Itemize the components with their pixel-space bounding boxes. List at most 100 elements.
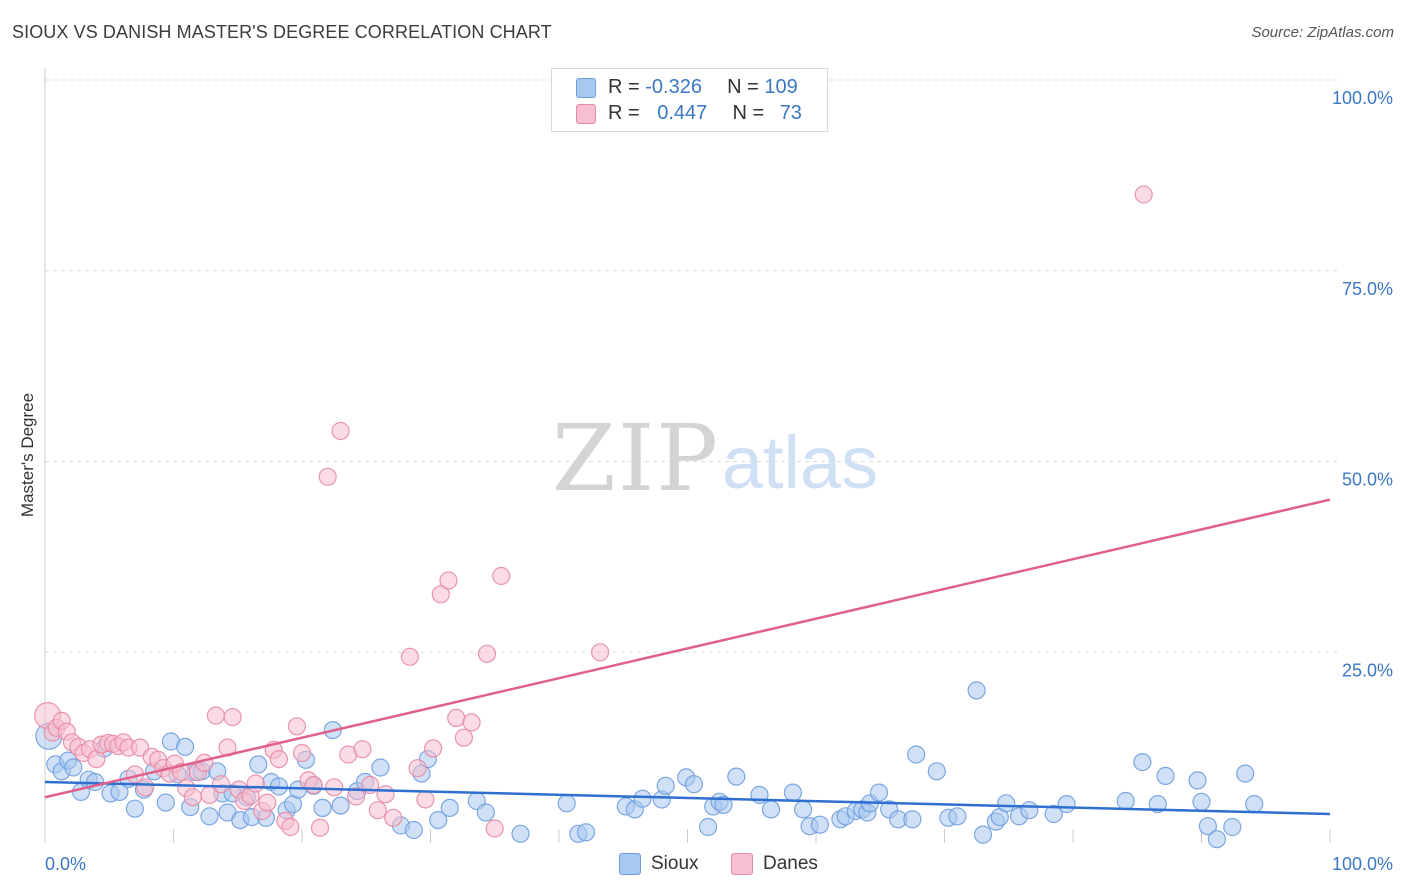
- point-danes: [136, 778, 155, 797]
- point-sioux: [1057, 794, 1076, 814]
- point-sioux: [714, 795, 733, 815]
- correlation-legend: R = -0.326 N = 109 R = 0.447 N = 73: [551, 68, 828, 132]
- point-sioux: [200, 807, 219, 826]
- point-sioux: [656, 776, 675, 795]
- point-sioux: [1236, 764, 1255, 783]
- point-sioux: [967, 681, 986, 700]
- point-danes: [246, 774, 265, 793]
- point-sioux: [1116, 791, 1135, 811]
- point-danes: [416, 790, 435, 809]
- point-danes: [318, 467, 337, 486]
- y-axis-title: Master's Degree: [18, 393, 37, 517]
- point-sioux: [1207, 830, 1227, 849]
- point-sioux: [176, 737, 195, 757]
- y-tick-labels: 25.0% 50.0% 75.0% 100.0%: [1332, 88, 1393, 680]
- point-danes: [590, 643, 610, 662]
- point-sioux: [869, 783, 889, 802]
- point-sioux: [371, 758, 390, 777]
- legend-n-value: 73: [779, 102, 802, 124]
- point-sioux: [1188, 771, 1207, 790]
- point-danes: [376, 785, 395, 804]
- point-danes: [211, 775, 231, 794]
- point-sioux: [1198, 817, 1218, 836]
- x-tick-label: 0.0%: [45, 854, 86, 874]
- point-danes: [183, 788, 202, 807]
- point-danes: [281, 817, 300, 837]
- legend-swatch-danes: [731, 853, 753, 875]
- point-danes: [368, 801, 387, 820]
- point-sioux: [404, 820, 423, 840]
- point-sioux: [156, 793, 175, 812]
- point-danes: [304, 775, 323, 795]
- point-sioux: [1148, 794, 1167, 814]
- point-sioux: [997, 794, 1016, 813]
- x-tick-label: 100.0%: [1332, 854, 1393, 874]
- point-danes: [206, 706, 225, 725]
- point-sioux: [810, 815, 830, 834]
- point-sioux: [684, 775, 704, 794]
- point-sioux: [1044, 804, 1063, 824]
- trend-line-sioux: [44, 780, 1331, 816]
- trend-lines: [44, 498, 1331, 816]
- legend-swatch-sioux: [576, 78, 596, 98]
- point-sioux: [761, 800, 781, 819]
- point-sioux: [927, 762, 946, 781]
- point-danes: [408, 759, 427, 778]
- point-danes: [287, 717, 306, 736]
- point-danes: [310, 818, 330, 837]
- point-sioux: [1020, 801, 1039, 820]
- point-sioux: [511, 824, 530, 843]
- point-danes: [462, 713, 481, 732]
- point-danes: [346, 787, 366, 806]
- legend-n-value: 109: [764, 76, 798, 98]
- point-sioux: [1223, 817, 1242, 837]
- legend-swatch-sioux: [619, 853, 641, 875]
- point-danes: [292, 743, 312, 763]
- point-danes: [424, 739, 443, 758]
- y-tick-label: 50.0%: [1342, 470, 1393, 490]
- watermark: ZIP atlas: [552, 405, 878, 512]
- point-sioux: [576, 823, 596, 842]
- point-danes: [447, 708, 466, 728]
- legend-r-label: R =: [608, 76, 640, 98]
- point-danes: [384, 808, 403, 827]
- point-sioux: [476, 803, 495, 822]
- source-label: Source: ZipAtlas.com: [1251, 24, 1394, 41]
- y-tick-label: 25.0%: [1342, 660, 1393, 680]
- legend-r-value: -0.326: [645, 76, 702, 98]
- x-tick-labels: 0.0% 100.0%: [45, 854, 1393, 874]
- watermark-atlas: atlas: [722, 421, 878, 504]
- y-tick-label: 75.0%: [1342, 279, 1393, 299]
- legend-n-label: N =: [732, 102, 765, 124]
- point-sioux: [633, 789, 652, 808]
- grid-lines: [45, 79, 1340, 653]
- legend-swatch-danes: [576, 104, 596, 124]
- point-sioux: [125, 799, 144, 818]
- legend-r-value: 0.447: [657, 102, 708, 124]
- legend-n-label: N =: [727, 76, 759, 98]
- point-sioux: [557, 794, 576, 813]
- point-danes: [477, 644, 497, 663]
- chart-title: SIOUX VS DANISH MASTER'S DEGREE CORRELAT…: [12, 22, 552, 42]
- point-sioux: [1156, 766, 1175, 786]
- point-sioux: [1245, 794, 1264, 814]
- point-danes: [1134, 185, 1153, 204]
- point-sioux: [1133, 752, 1152, 772]
- point-danes: [492, 566, 511, 586]
- legend-text-danes: R = 0.447 N = 73: [608, 102, 802, 125]
- legend-label-danes: Danes: [763, 853, 818, 874]
- data-points: [33, 185, 1264, 849]
- point-danes: [353, 740, 372, 759]
- point-danes: [325, 778, 344, 797]
- watermark-zip: ZIP: [552, 405, 720, 512]
- point-danes: [439, 571, 458, 590]
- point-sioux: [249, 755, 268, 774]
- point-danes: [258, 793, 277, 812]
- series-legend: Sioux Danes: [0, 852, 1406, 878]
- point-sioux: [903, 810, 922, 829]
- point-danes: [223, 707, 242, 727]
- point-sioux: [331, 796, 350, 815]
- point-danes: [431, 585, 450, 604]
- point-sioux: [973, 825, 993, 844]
